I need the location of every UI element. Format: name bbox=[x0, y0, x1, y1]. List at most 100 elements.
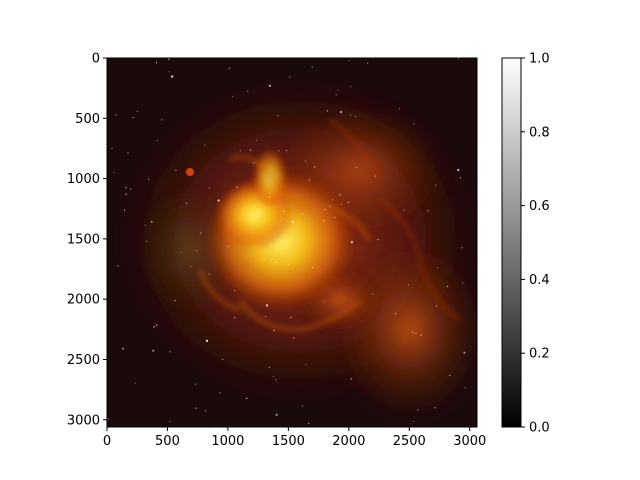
star bbox=[355, 166, 357, 168]
star bbox=[417, 409, 419, 411]
star bbox=[150, 220, 153, 223]
star bbox=[311, 66, 313, 68]
star bbox=[340, 203, 342, 205]
star bbox=[256, 139, 258, 141]
star bbox=[134, 382, 137, 384]
star bbox=[117, 265, 119, 267]
star bbox=[277, 115, 279, 117]
colorbar-gradient bbox=[501, 57, 522, 428]
star bbox=[169, 351, 171, 353]
star bbox=[462, 282, 464, 284]
star bbox=[232, 96, 234, 98]
star bbox=[265, 316, 267, 318]
star bbox=[234, 317, 236, 319]
star bbox=[367, 62, 369, 64]
star bbox=[324, 209, 326, 211]
star bbox=[407, 284, 409, 286]
star bbox=[457, 168, 460, 172]
y-tick-label: 2500 bbox=[67, 353, 100, 368]
star bbox=[437, 267, 439, 269]
star bbox=[350, 378, 352, 380]
star bbox=[204, 144, 206, 146]
star bbox=[273, 330, 275, 332]
star bbox=[308, 422, 310, 424]
star bbox=[285, 149, 287, 152]
star bbox=[377, 239, 379, 241]
star bbox=[323, 220, 325, 222]
star bbox=[121, 347, 125, 350]
star bbox=[435, 184, 437, 186]
x-axis: 0 500 1000 1500 2000 2500 3000 bbox=[103, 427, 486, 449]
star bbox=[115, 114, 117, 116]
star bbox=[290, 316, 292, 318]
plot-frame bbox=[106, 57, 478, 428]
x-tick-label: 1500 bbox=[272, 434, 305, 449]
star bbox=[144, 224, 146, 226]
star bbox=[337, 89, 339, 91]
star bbox=[228, 67, 230, 69]
star bbox=[464, 387, 466, 389]
star bbox=[301, 213, 303, 215]
star bbox=[332, 199, 334, 201]
star bbox=[219, 392, 221, 394]
star bbox=[168, 71, 170, 73]
star bbox=[329, 205, 331, 207]
y-tick-label: 1500 bbox=[67, 232, 100, 247]
colorbar-tick-label: 1.0 bbox=[529, 52, 550, 67]
colorbar-axis: 0.0 0.2 0.4 0.6 0.8 1.0 bbox=[521, 52, 550, 436]
star bbox=[194, 383, 196, 385]
star bbox=[461, 247, 463, 249]
star bbox=[314, 166, 316, 168]
star bbox=[205, 339, 209, 342]
star bbox=[291, 220, 294, 223]
star bbox=[111, 147, 113, 150]
colorbar-tick-label: 0.2 bbox=[529, 347, 550, 362]
star bbox=[200, 232, 202, 234]
star bbox=[124, 209, 126, 211]
y-tick-label: 0 bbox=[92, 52, 100, 67]
star bbox=[208, 273, 210, 275]
star bbox=[340, 110, 343, 114]
y-tick-label: 1000 bbox=[67, 172, 100, 187]
star bbox=[403, 209, 405, 211]
star bbox=[280, 220, 282, 222]
star bbox=[413, 123, 415, 125]
star bbox=[161, 119, 163, 121]
star bbox=[234, 290, 236, 292]
star bbox=[312, 266, 314, 268]
star bbox=[168, 58, 170, 60]
star bbox=[253, 162, 255, 164]
star bbox=[175, 169, 177, 171]
star bbox=[355, 115, 357, 117]
star bbox=[153, 325, 156, 328]
star bbox=[169, 421, 171, 423]
star bbox=[434, 407, 436, 409]
star bbox=[270, 260, 272, 262]
star bbox=[125, 193, 127, 195]
star bbox=[398, 107, 401, 109]
star bbox=[274, 261, 277, 264]
nebula-image bbox=[107, 58, 477, 427]
star bbox=[436, 305, 438, 307]
y-tick-label: 500 bbox=[75, 112, 100, 127]
star bbox=[246, 397, 248, 399]
colorbar-tick-label: 0.4 bbox=[529, 273, 550, 288]
star bbox=[152, 349, 155, 352]
star bbox=[350, 241, 353, 244]
star bbox=[270, 244, 272, 246]
star bbox=[275, 379, 277, 381]
star bbox=[174, 300, 176, 302]
x-tick-label: 3000 bbox=[453, 434, 486, 449]
star bbox=[136, 110, 138, 112]
star bbox=[371, 293, 373, 295]
star bbox=[268, 84, 271, 87]
star bbox=[463, 351, 466, 354]
star bbox=[283, 210, 285, 212]
star bbox=[301, 405, 303, 407]
star bbox=[186, 202, 188, 204]
x-tick-label: 500 bbox=[155, 434, 180, 449]
star bbox=[272, 376, 275, 378]
star bbox=[287, 264, 290, 266]
star bbox=[196, 250, 198, 252]
star bbox=[427, 210, 429, 212]
